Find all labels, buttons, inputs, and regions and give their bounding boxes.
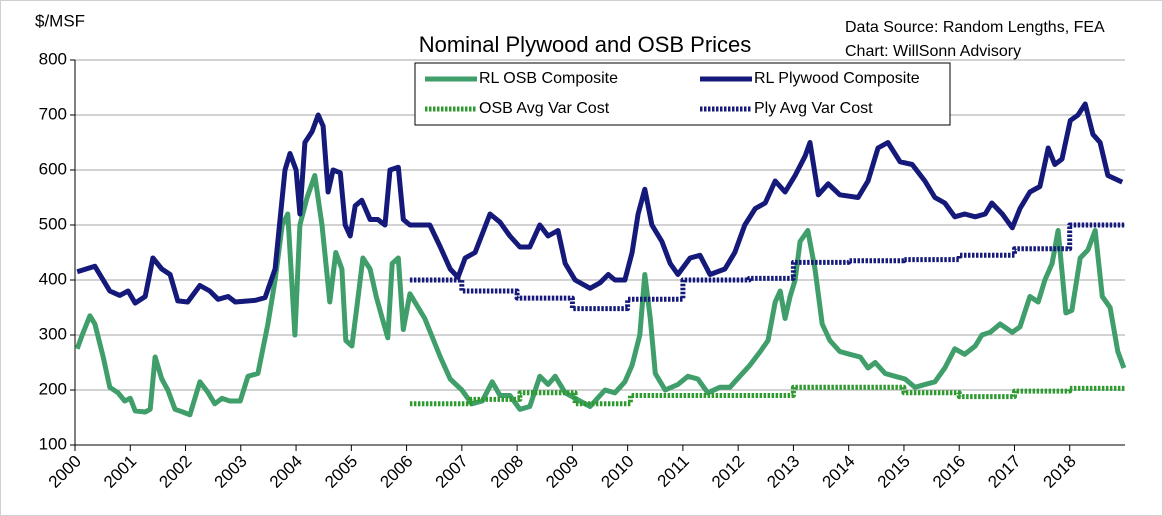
series-line [409, 384, 1125, 407]
y-tick-label: 800 [39, 49, 67, 68]
chart-title: Nominal Plywood and OSB Prices [419, 32, 752, 57]
y-tick-label: 700 [39, 104, 67, 123]
y-tick-label: 100 [39, 434, 67, 453]
y-tick-label: 400 [39, 269, 67, 288]
source-note: Data Source: Random Lengths, FEA [845, 19, 1105, 36]
legend-label: Ply Avg Var Cost [754, 100, 873, 117]
y-tick-label: 500 [39, 214, 67, 233]
y-tick-label: 300 [39, 324, 67, 343]
legend-label: OSB Avg Var Cost [479, 100, 610, 117]
y-tick-label: 200 [39, 379, 67, 398]
legend-label: RL Plywood Composite [754, 70, 920, 87]
y-axis-label: $/MSF [35, 11, 85, 30]
legend-box [414, 62, 951, 126]
series-line [409, 222, 1125, 312]
legend-label: RL OSB Composite [479, 70, 618, 87]
series-line [76, 101, 1124, 306]
y-tick-label: 600 [39, 159, 67, 178]
credit-note: Chart: WillSonn Advisory [845, 43, 1021, 60]
